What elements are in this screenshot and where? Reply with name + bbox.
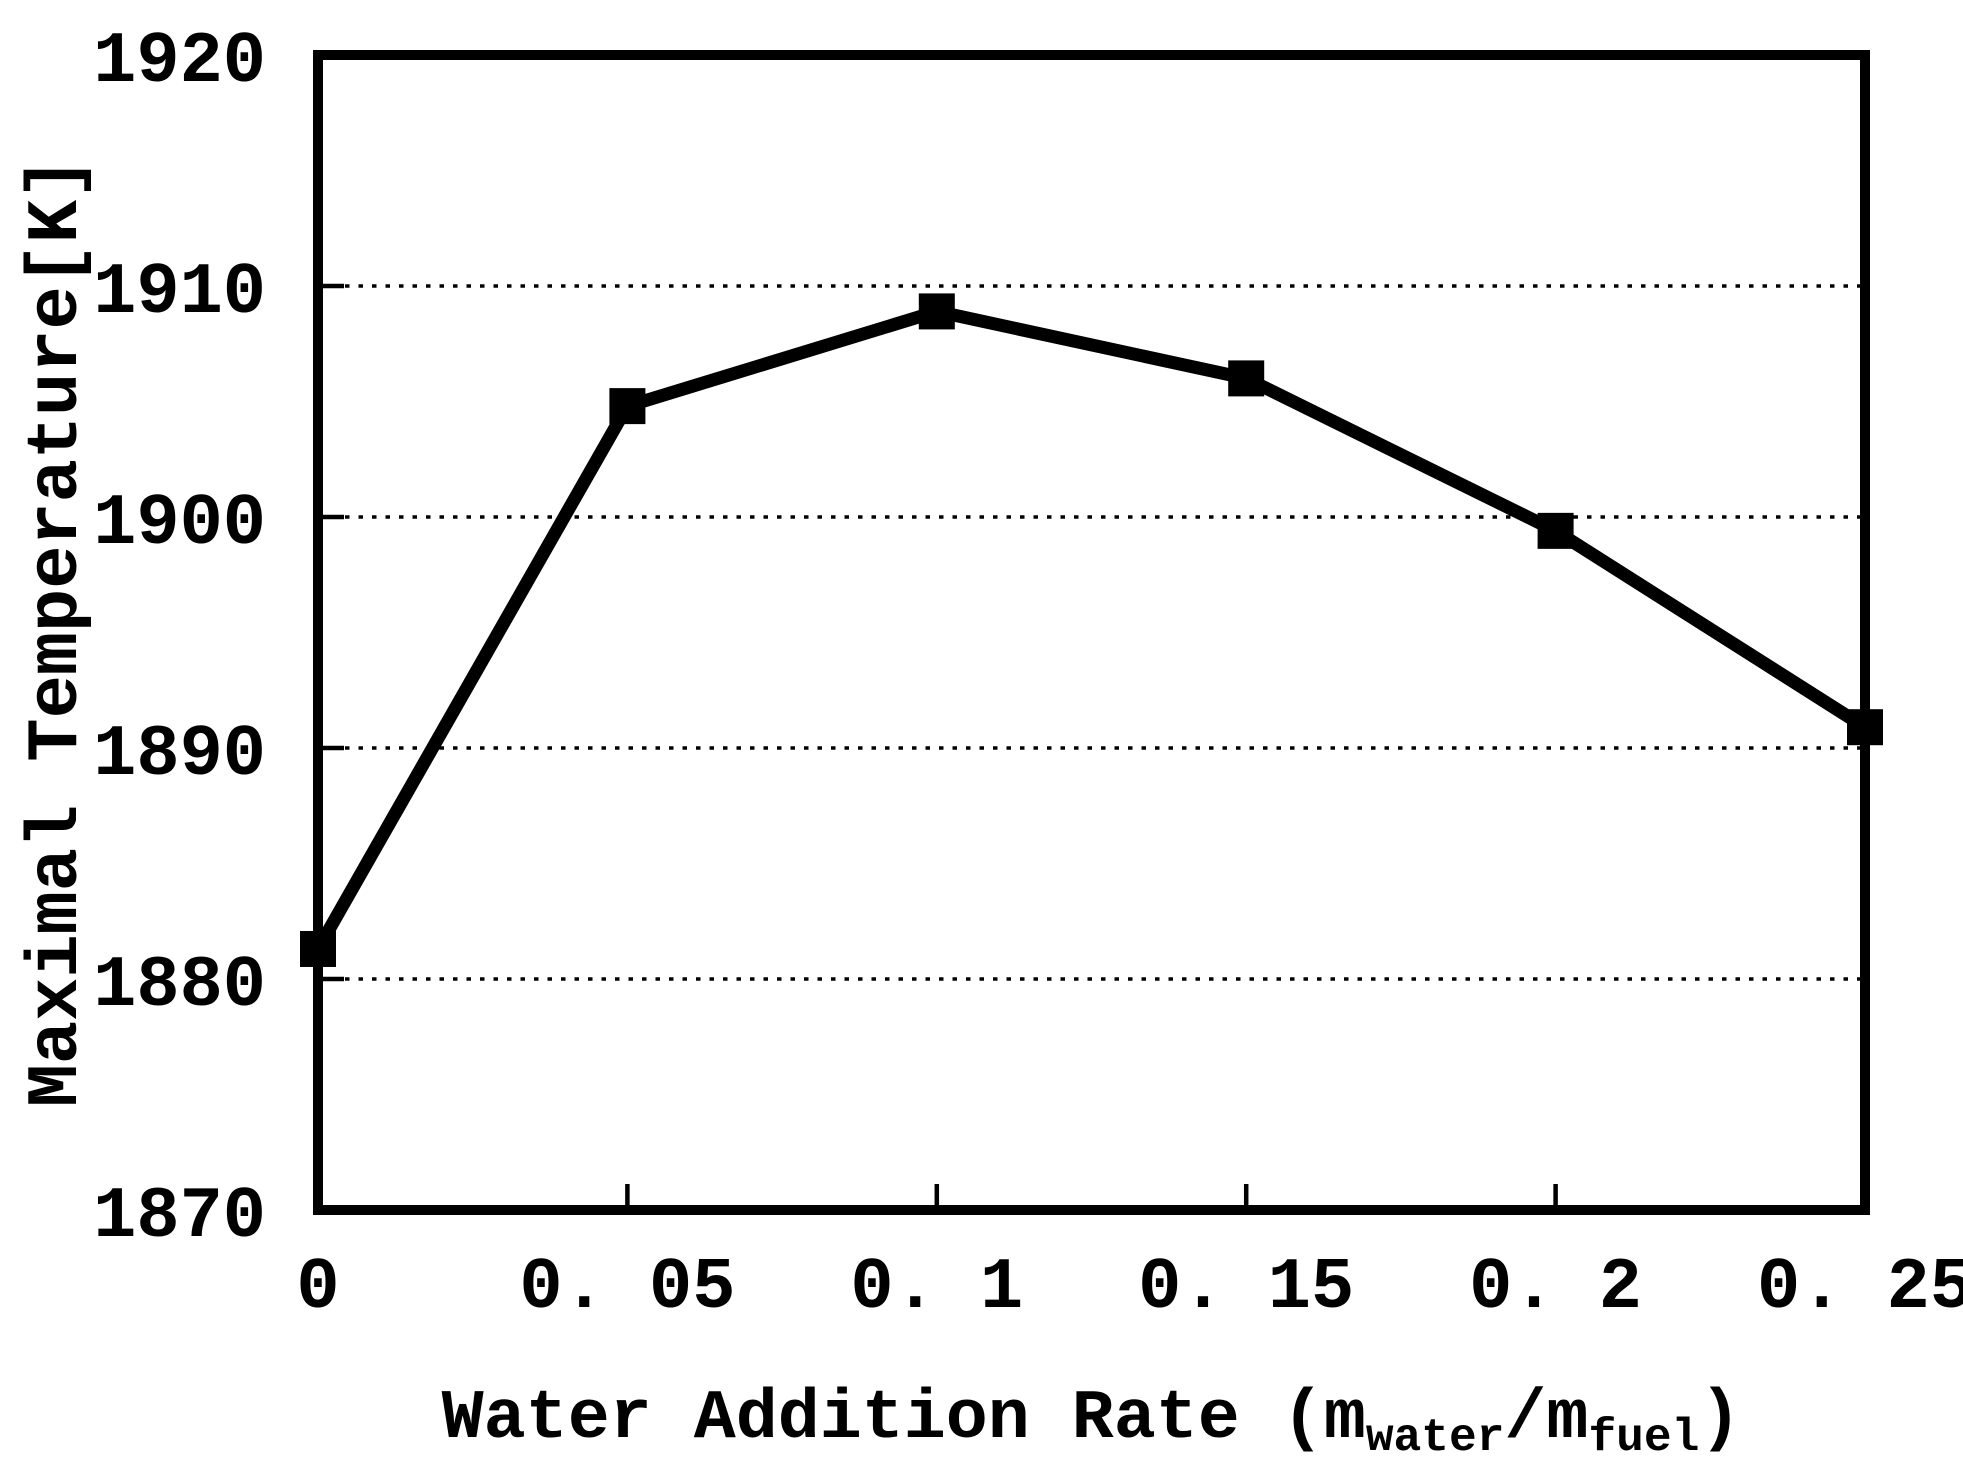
data-point-marker: [300, 930, 336, 967]
x-tick-label: 0. 1: [850, 1247, 1023, 1329]
x-tick-label: 0: [296, 1247, 339, 1329]
y-tick-label: 1870: [93, 1176, 266, 1258]
x-tick-label: 0. 05: [519, 1247, 735, 1329]
x-axis-title: Water Addition Rate (mwater/mfuel): [318, 1378, 1865, 1474]
x-axis-title-subscript: fuel: [1588, 1411, 1700, 1464]
data-point-marker: [1228, 360, 1265, 397]
data-line: [312, 304, 1869, 953]
x-tick-label: 0. 15: [1138, 1247, 1354, 1329]
plot-border: [313, 50, 1870, 1215]
x-tick-label: 0. 25: [1757, 1247, 1963, 1329]
y-tick-label: 1920: [93, 21, 266, 103]
data-point-marker: [1537, 512, 1574, 549]
data-point-marker: [609, 388, 646, 425]
y-tick-label: 1900: [93, 483, 266, 565]
data-point-marker: [918, 293, 955, 330]
x-axis-title-segment: /m: [1504, 1380, 1589, 1459]
x-axis-title-segment: Water Addition Rate (m: [441, 1380, 1366, 1459]
y-axis-title: Maximal Temperature[K]: [16, 156, 98, 1108]
x-axis-title-segment: ): [1699, 1380, 1742, 1459]
x-tick-label: 0. 2: [1469, 1247, 1642, 1329]
y-tick-label: 1910: [93, 252, 266, 334]
y-tick-label: 1880: [93, 945, 266, 1027]
data-point-marker: [1847, 709, 1883, 746]
x-axis-title-subscript: water: [1365, 1411, 1505, 1464]
y-tick-label: 1890: [93, 714, 266, 796]
